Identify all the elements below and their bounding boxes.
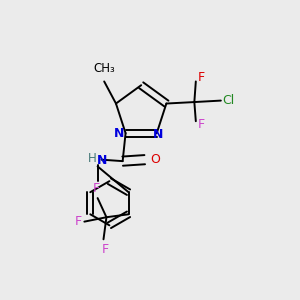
Text: N: N bbox=[97, 154, 107, 167]
Text: CH₃: CH₃ bbox=[93, 62, 115, 75]
Text: F: F bbox=[197, 118, 204, 131]
Text: F: F bbox=[93, 182, 100, 195]
Text: N: N bbox=[114, 127, 124, 140]
Text: O: O bbox=[150, 153, 160, 166]
Text: Cl: Cl bbox=[222, 94, 235, 107]
Text: F: F bbox=[101, 243, 109, 256]
Text: F: F bbox=[75, 215, 82, 228]
Text: N: N bbox=[153, 128, 164, 141]
Text: H: H bbox=[87, 152, 96, 165]
Text: F: F bbox=[197, 71, 204, 84]
